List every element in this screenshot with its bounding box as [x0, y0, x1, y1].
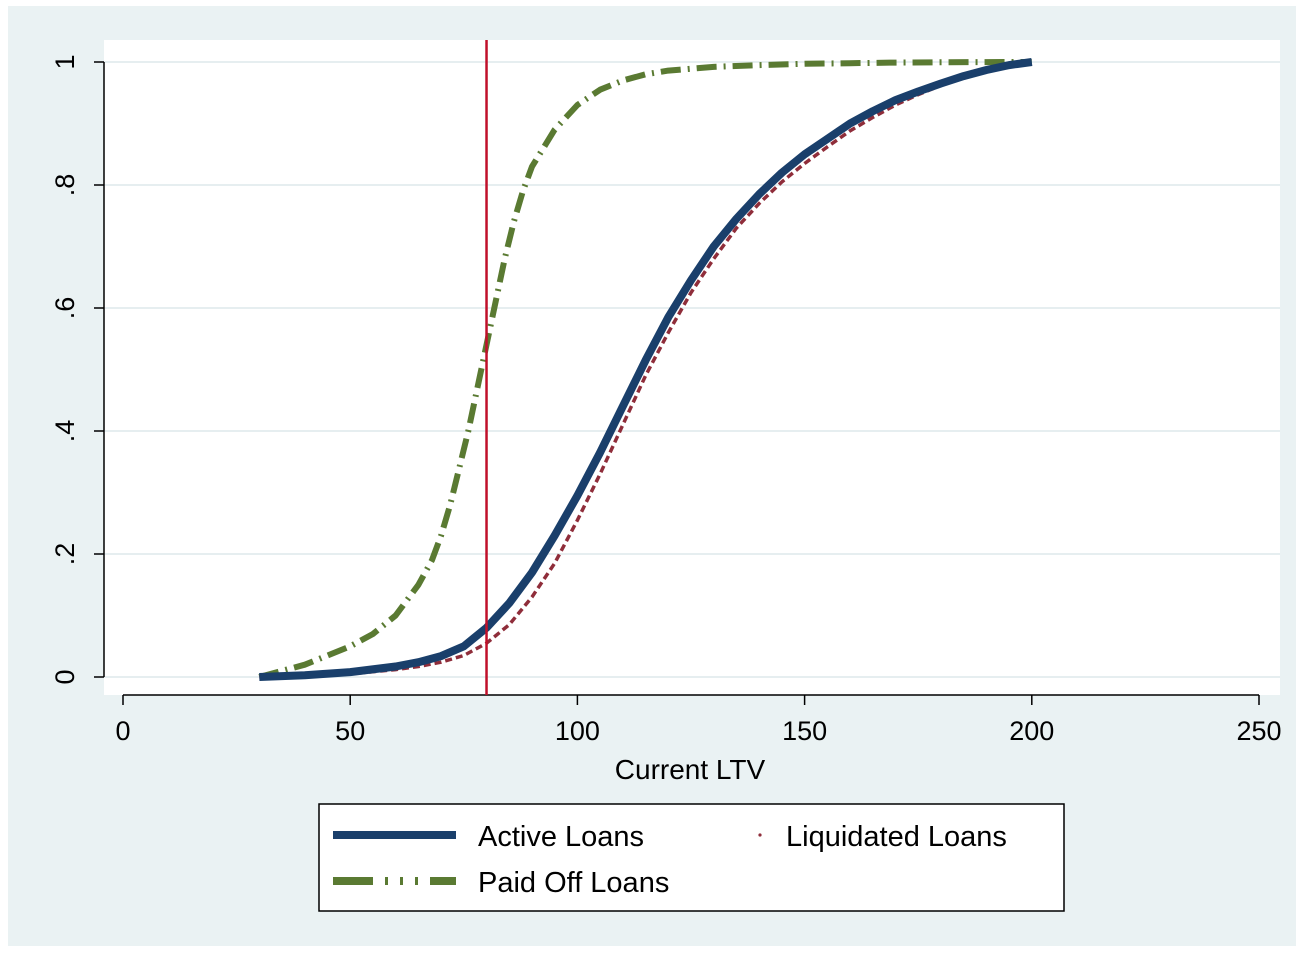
x-tick-label-3: 150 [782, 716, 827, 746]
x-tick-label-4: 200 [1009, 716, 1054, 746]
y-axis-ticks: 0 .2 .4 .6 .8 1 [50, 54, 104, 685]
series-line-liquidated-loans [259, 60, 1033, 679]
axes [103, 62, 1259, 696]
x-tick-label-2: 100 [555, 716, 600, 746]
legend-label-active-loans: Active Loans [478, 821, 644, 853]
x-tick-label-0: 0 [115, 716, 130, 746]
x-tick-label-5: 250 [1236, 716, 1281, 746]
legend-box [318, 803, 1065, 912]
y-tick-label-4: .8 [50, 174, 80, 197]
legend-label-paid-off-loans: Paid Off Loans [478, 867, 669, 899]
x-axis-ticks: 0 50 100 150 200 250 [115, 695, 1282, 746]
series-layer [258, 58, 1033, 681]
series-line-paid-off-loans [258, 59, 1032, 680]
y-tick-label-5: 1 [50, 54, 80, 69]
plot-area [104, 40, 1280, 695]
y-tick-label-2: .4 [50, 420, 80, 443]
x-axis-title: Current LTV [615, 754, 766, 785]
y-tick-label-3: .6 [50, 297, 80, 320]
legend: Active Loans Liquidated Loans Paid Off L… [318, 803, 1065, 912]
series-line-active-loans [259, 58, 1033, 681]
legend-label-liquidated-loans: Liquidated Loans [786, 821, 1007, 853]
y-tick-label-0: 0 [50, 669, 80, 684]
x-tick-label-1: 50 [335, 716, 365, 746]
legend-swatch-liquidated-loans [758, 833, 762, 837]
y-tick-label-1: .2 [50, 543, 80, 566]
